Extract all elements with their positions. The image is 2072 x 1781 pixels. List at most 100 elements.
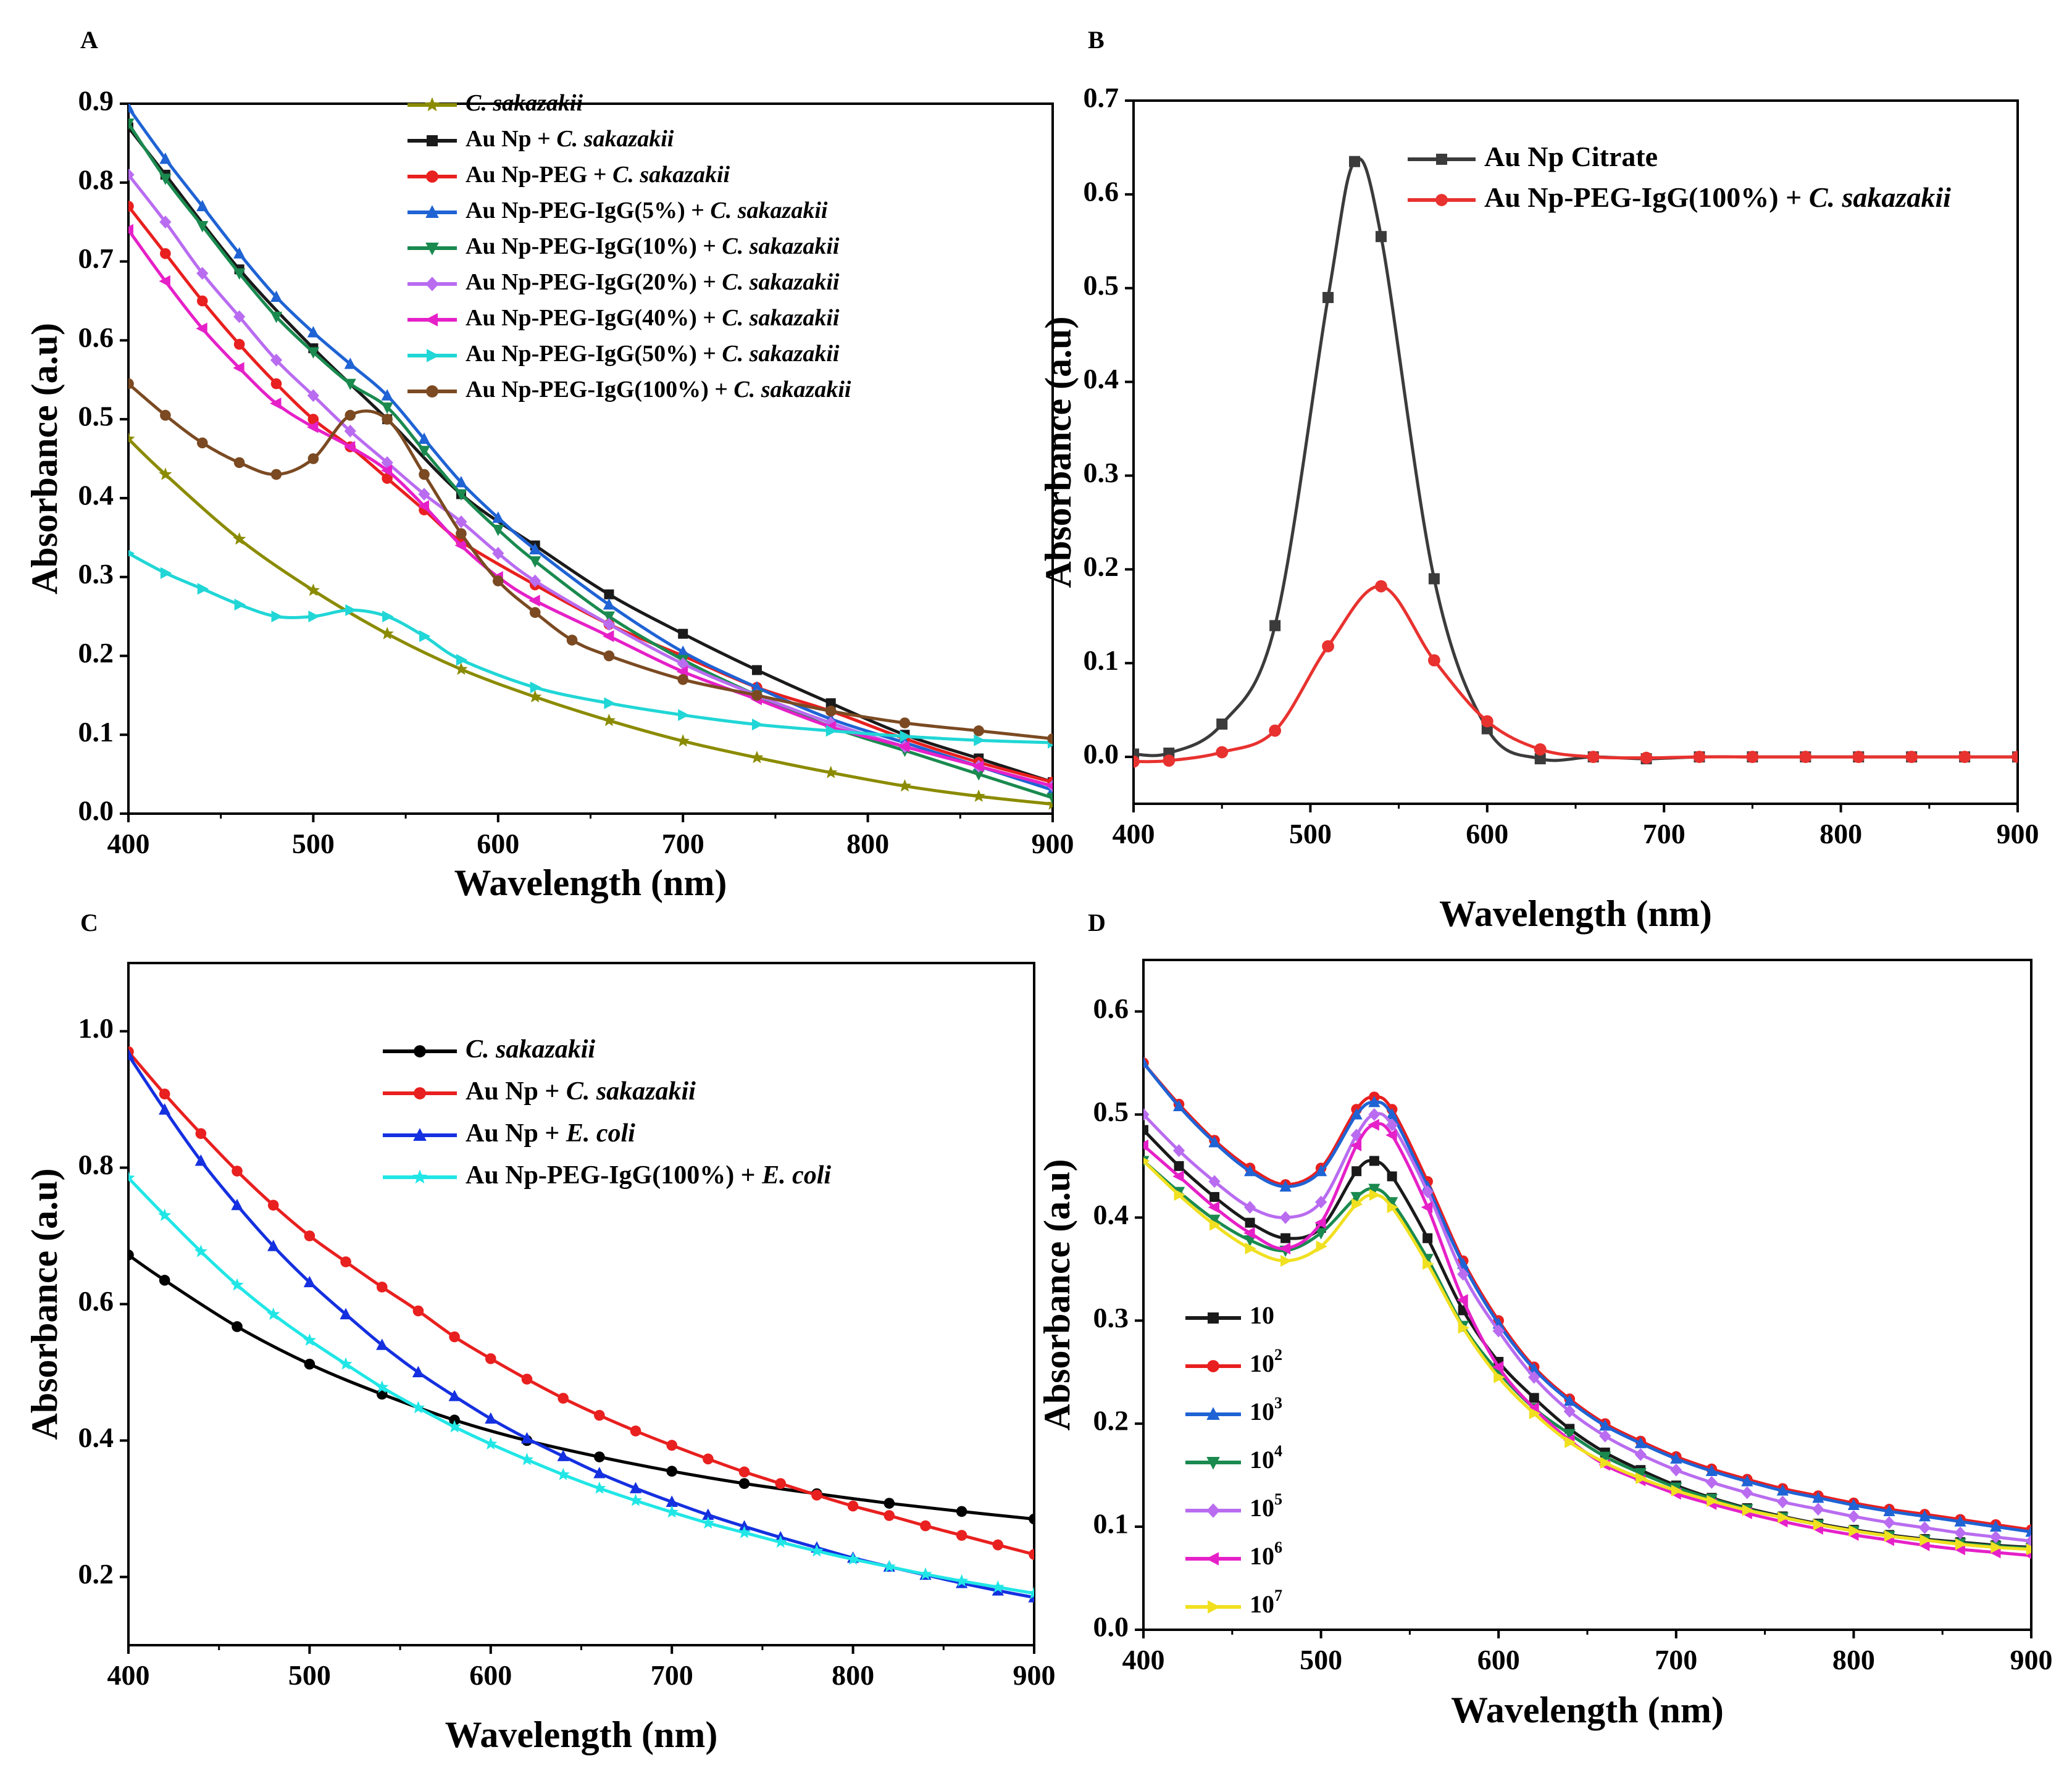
data-point (1368, 1107, 1381, 1121)
legend-marker (425, 97, 440, 112)
data-point (492, 511, 504, 523)
y-tick-label: 0.0 (1093, 1611, 1129, 1643)
data-point (603, 598, 616, 610)
x-tick-label: 900 (1013, 1659, 1056, 1691)
series-line-6 (1143, 1159, 2031, 1551)
data-point (1316, 1240, 1327, 1253)
data-point (1143, 1139, 1148, 1152)
data-point (270, 397, 282, 410)
data-point (128, 201, 134, 212)
data-point (1172, 1170, 1184, 1183)
data-point (882, 1559, 896, 1572)
data-point (339, 1357, 353, 1370)
data-point (2026, 1543, 2031, 1556)
data-point (1799, 751, 1812, 763)
data-point (340, 1308, 352, 1320)
legend-label-prefix: Au Np-PEG-IgG(20%) + (466, 269, 722, 295)
data-point (1280, 1233, 1291, 1243)
legend-label: Au Np-PEG + C. sakazakii (466, 162, 730, 188)
legend-label: 106 (1250, 1538, 1282, 1570)
data-point (666, 1440, 677, 1451)
data-point (196, 295, 208, 307)
data-point (1635, 1472, 1647, 1485)
data-point (1693, 751, 1706, 763)
chart-panel-b: B 400 500 600 700 800 900 0.0 0.1 0.2 0.3 0.4 0.5 0.6… (1038, 26, 2039, 934)
x-tick-label: 700 (1643, 818, 1686, 849)
data-point (1481, 715, 1493, 728)
data-point (270, 469, 282, 480)
data-point (271, 610, 283, 623)
legend-label: Au Np-PEG-IgG(10%) + C. sakazakii (466, 233, 840, 259)
data-point (1134, 748, 1139, 760)
data-point (1955, 1538, 1967, 1551)
legend-label: 10 (1250, 1301, 1274, 1329)
legend-label: 107 (1250, 1587, 1282, 1618)
data-point (1954, 1515, 1966, 1527)
data-point (1269, 620, 1281, 632)
data-point (1422, 1233, 1433, 1243)
data-point (344, 378, 356, 391)
data-point (774, 1535, 787, 1548)
data-point (737, 1525, 751, 1538)
y-tick-label: 0.3 (1084, 457, 1119, 488)
legend-label-prefix: Au Np-PEG-IgG(50%) + (466, 341, 722, 367)
data-point (1705, 1475, 1718, 1489)
legend-label: C. sakazakii (466, 1035, 595, 1064)
data-point (1493, 1371, 1505, 1383)
data-point (1047, 733, 1053, 745)
x-tick-label: 600 (477, 828, 519, 859)
legend-label-prefix: Au Np-PEG-IgG(100%) + (466, 377, 733, 402)
data-point (1375, 580, 1387, 593)
data-point (521, 1374, 533, 1385)
data-point (194, 1245, 207, 1258)
data-point (1847, 1509, 1860, 1523)
data-point (1369, 1156, 1379, 1166)
x-tick-label: 600 (1466, 818, 1508, 849)
data-point (1528, 1362, 1540, 1374)
y-tick-label: 0.4 (1084, 363, 1119, 394)
data-point (456, 528, 467, 540)
legend-label-prefix: Au Np-PEG-IgG(40%) + (466, 305, 722, 331)
data-point (1216, 718, 1228, 730)
y-tick-label: 0.5 (1093, 1096, 1129, 1127)
data-point (412, 1305, 424, 1317)
data-point (1741, 1475, 1753, 1487)
data-point (1847, 1498, 1860, 1511)
series-line-1 (1134, 585, 2018, 764)
legend-marker (1208, 1312, 1219, 1324)
data-point (128, 168, 135, 181)
legend-marker (425, 205, 439, 218)
legend-label-base: 10 (1250, 1398, 1274, 1425)
data-point (602, 714, 616, 727)
data-point (449, 1331, 460, 1343)
data-point (412, 1366, 425, 1377)
data-point (455, 489, 467, 501)
y-tick-label: 0.6 (1093, 993, 1129, 1024)
data-point (529, 574, 541, 588)
data-point (128, 432, 135, 445)
data-point (455, 515, 467, 528)
data-point (593, 1481, 606, 1494)
data-point (603, 611, 616, 623)
data-point (1046, 783, 1053, 795)
data-point (529, 543, 541, 554)
legend-label-base: 10 (1250, 1542, 1274, 1570)
series-line-4 (128, 122, 1053, 799)
legend-label-italic: C. sakazakii (566, 1077, 696, 1106)
data-point (1243, 1235, 1256, 1247)
legend-label: Au Np-PEG-IgG(40%) + C. sakazakii (466, 305, 840, 331)
x-tick-label: 800 (832, 1659, 874, 1691)
data-point (233, 247, 246, 259)
data-point (376, 1282, 388, 1293)
data-point (1279, 1211, 1292, 1224)
data-point (160, 248, 171, 259)
data-point (267, 1240, 280, 1251)
x-tick-label: 400 (1122, 1644, 1165, 1675)
data-point (304, 1358, 315, 1370)
data-point (344, 424, 356, 438)
x-tick-label: 700 (1655, 1644, 1697, 1675)
data-point (1369, 1188, 1381, 1201)
data-point (1777, 1511, 1789, 1524)
data-point (1883, 1516, 1895, 1529)
